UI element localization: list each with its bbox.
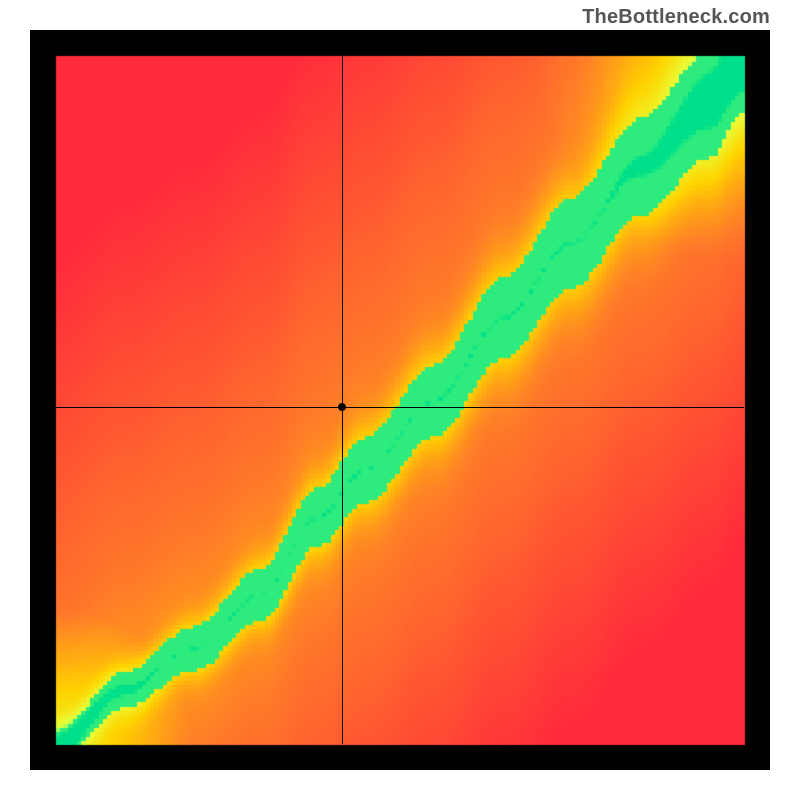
crosshair-horizontal	[56, 407, 744, 408]
heatmap-canvas	[30, 30, 770, 770]
crosshair-marker	[338, 403, 346, 411]
crosshair-vertical	[342, 56, 343, 744]
chart-container: TheBottleneck.com	[0, 0, 800, 800]
watermark-text: TheBottleneck.com	[582, 6, 770, 29]
plot-area	[30, 30, 770, 770]
